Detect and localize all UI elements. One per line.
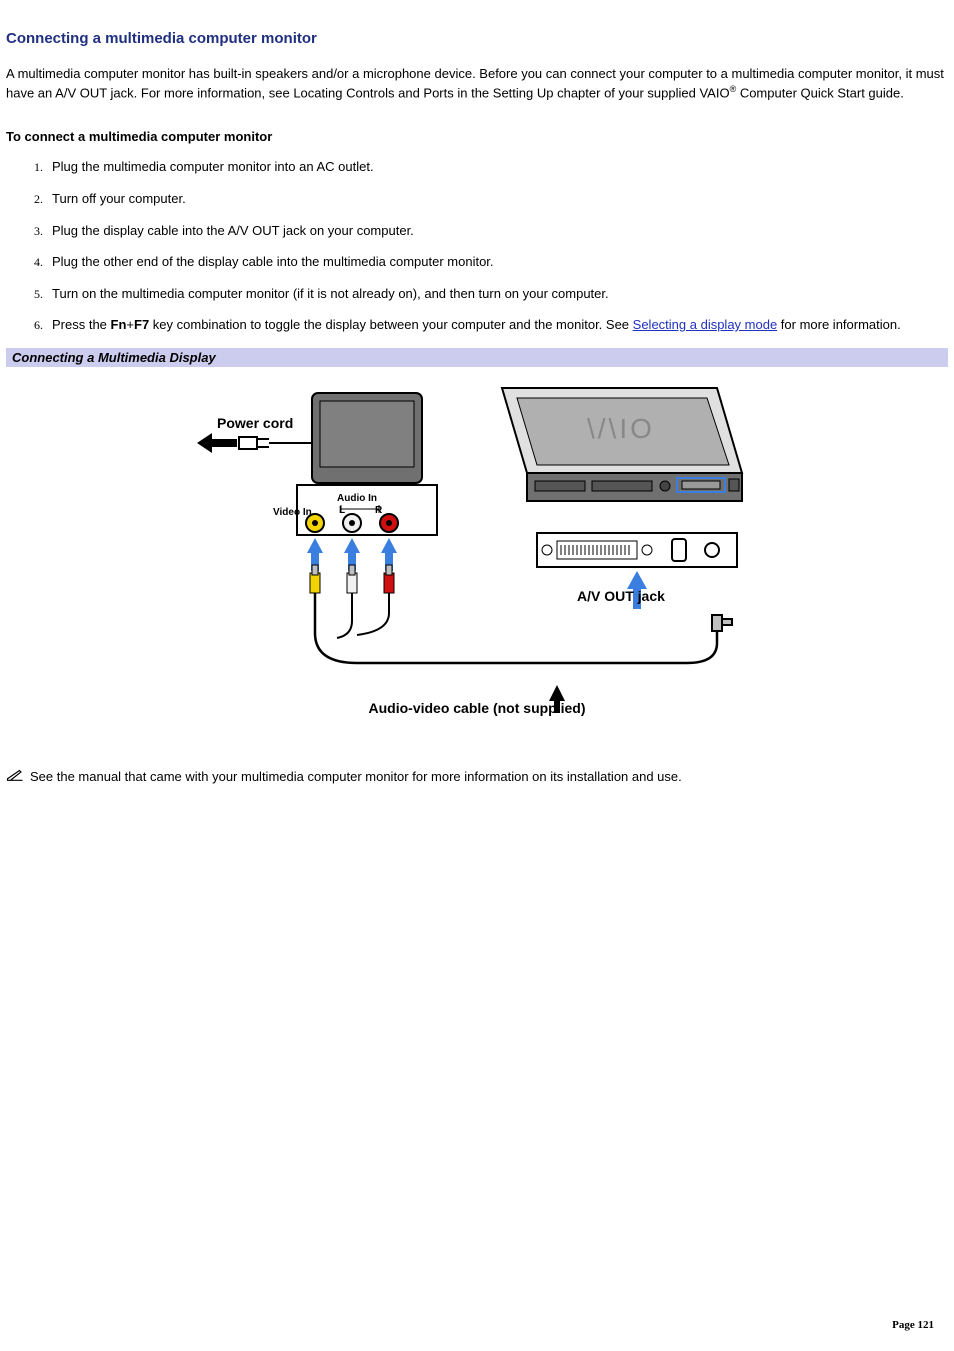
laptop-icon: \/\IO: [502, 388, 742, 501]
selecting-display-mode-link[interactable]: Selecting a display mode: [633, 317, 778, 332]
port-bar-icon: [537, 533, 737, 567]
power-cord-label: Power cord: [217, 415, 293, 431]
svg-text:L: L: [339, 505, 345, 516]
step6-b: key combination to toggle the display be…: [149, 317, 632, 332]
steps-list: Plug the multimedia computer monitor int…: [46, 158, 948, 333]
cable-label: Audio-video cable (not supplied): [369, 700, 586, 716]
key-plus: +: [126, 317, 134, 332]
av-connector-icon: [712, 615, 732, 631]
intro-paragraph: A multimedia computer monitor has built-…: [6, 65, 948, 101]
av-out-label: A/V OUT jack: [577, 588, 665, 604]
figure-caption: Connecting a Multimedia Display: [6, 348, 948, 367]
note: See the manual that came with your multi…: [6, 768, 948, 785]
note-icon: [6, 768, 24, 785]
sub-heading: To connect a multimedia computer monitor: [6, 129, 948, 144]
svg-text:Video In: Video In: [273, 507, 312, 518]
step6-a: Press the: [52, 317, 111, 332]
step-4: Plug the other end of the display cable …: [46, 253, 948, 271]
page-number: Page 121: [892, 1319, 934, 1331]
step-3: Plug the display cable into the A/V OUT …: [46, 222, 948, 240]
svg-text:Audio In: Audio In: [337, 493, 377, 504]
note-text: See the manual that came with your multi…: [30, 769, 682, 784]
rca-plugs-icon: [310, 565, 394, 593]
plug-icon: [239, 437, 312, 449]
step-6: Press the Fn+F7 key combination to toggl…: [46, 316, 948, 334]
power-arrow-icon: [197, 433, 237, 453]
key-fn: Fn: [111, 317, 127, 332]
step-2: Turn off your computer.: [46, 190, 948, 208]
step-1: Plug the multimedia computer monitor int…: [46, 158, 948, 176]
step-5: Turn on the multimedia computer monitor …: [46, 285, 948, 303]
diagram: Power cord Audio In L R Video In: [157, 373, 797, 738]
intro-post: Computer Quick Start guide.: [736, 85, 904, 100]
svg-text:\/\IO: \/\IO: [587, 413, 655, 444]
key-f7: F7: [134, 317, 149, 332]
main-heading: Connecting a multimedia computer monitor: [6, 30, 948, 47]
step6-c: for more information.: [777, 317, 901, 332]
